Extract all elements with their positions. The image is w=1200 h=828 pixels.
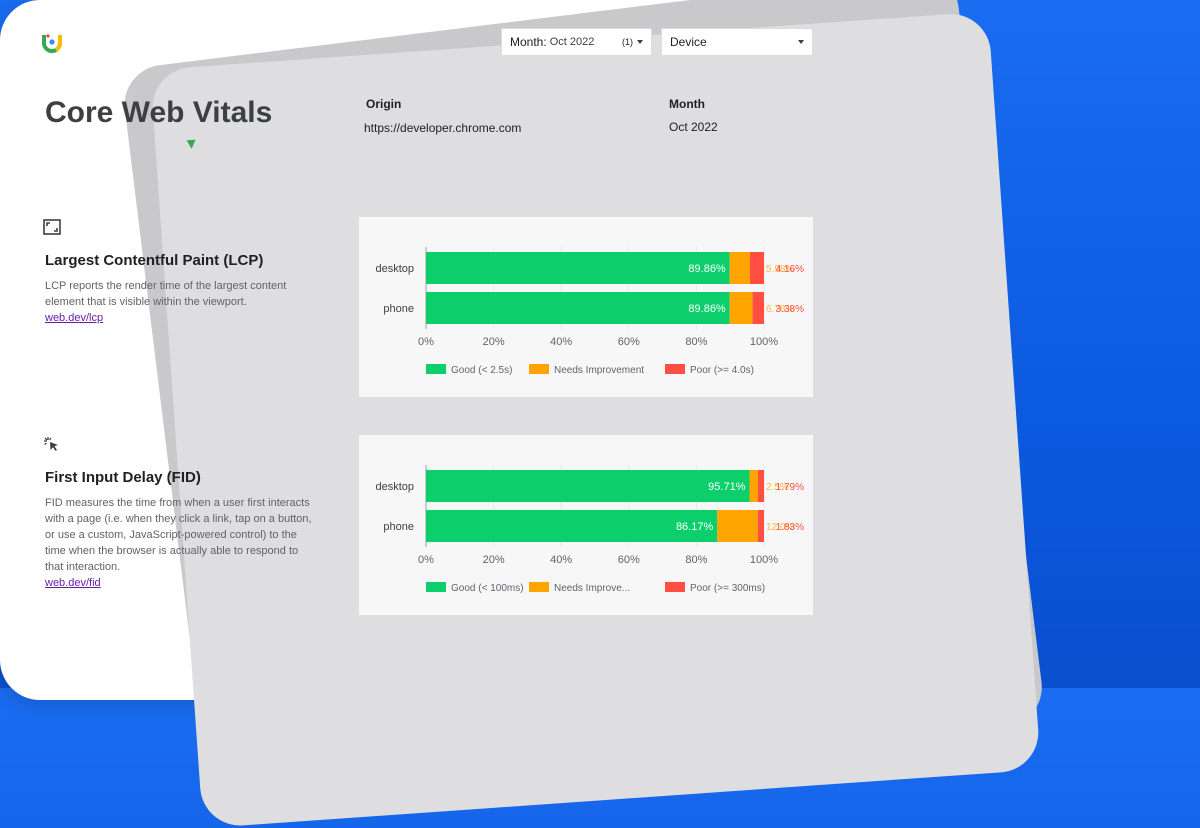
x-tick-label: 20%	[483, 336, 505, 348]
category-label: desktop	[375, 263, 414, 275]
x-tick-label: 40%	[550, 336, 572, 348]
x-tick-label: 80%	[685, 336, 707, 348]
data-label: 89.86%	[688, 263, 726, 275]
data-label: 95.71%	[708, 481, 746, 493]
chevron-down-icon	[637, 40, 643, 44]
month-filter-dropdown[interactable]: Month: Oct 2022 (1)	[501, 28, 652, 56]
legend-label: Needs Improve...	[554, 583, 630, 594]
bar-segment[interactable]	[752, 292, 764, 324]
x-tick-label: 20%	[483, 554, 505, 566]
fid-chart: 0% 20% 40% 60% 80% 100% desktop 95.71% 2.5% 1.79%…	[359, 435, 813, 615]
bar-segment[interactable]	[426, 292, 730, 324]
lcp-title: Largest Contentful Paint (LCP)	[45, 252, 264, 269]
ghost-logo-icon: ▾	[186, 135, 196, 153]
data-label: 3.38%	[776, 304, 804, 315]
bar-segment[interactable]	[749, 252, 764, 284]
data-label: 4.16%	[776, 264, 804, 275]
data-label: 1.83%	[776, 522, 804, 533]
data-label: 5.98%	[766, 264, 794, 275]
category-label: phone	[383, 303, 414, 315]
legend-label: Poor (>= 300ms)	[690, 583, 765, 594]
data-label: 12.0%	[766, 522, 794, 533]
data-label: 86.17%	[676, 521, 714, 533]
x-tick-label: 0%	[418, 554, 434, 566]
x-tick-label: 60%	[618, 336, 640, 348]
chevron-down-icon	[798, 40, 804, 44]
bar-segment[interactable]	[426, 252, 730, 284]
legend-swatch	[426, 582, 446, 592]
legend-swatch	[426, 364, 446, 374]
lcp-description: LCP reports the render time of the large…	[45, 278, 313, 326]
bar-segment[interactable]	[757, 510, 764, 542]
bar-segment[interactable]	[717, 510, 758, 542]
fid-stacked-bar-chart: 0% 20% 40% 60% 80% 100% desktop 95.71% 2.5%1.79%…	[375, 465, 804, 594]
data-label: 89.86%	[688, 303, 726, 315]
legend-label: Good (< 2.5s)	[451, 365, 512, 376]
data-label: 1.79%	[776, 482, 804, 493]
month-heading: Month	[669, 97, 705, 111]
bar-segment[interactable]	[729, 292, 753, 324]
device-filter-label: Device	[670, 35, 707, 49]
lcp-stacked-bar-chart: 0% 20% 40% 60% 80% 100% desktop 89.86% 5.98%4.16…	[375, 247, 804, 376]
bar-segment[interactable]	[426, 470, 750, 502]
legend-swatch	[529, 364, 549, 374]
data-label: 6.76%	[766, 304, 794, 315]
legend-label: Poor (>= 4.0s)	[690, 365, 754, 376]
origin-heading: Origin	[366, 97, 402, 111]
data-label: 2.5%	[766, 482, 789, 493]
fid-description-text: FID measures the time from when a user f…	[45, 497, 312, 573]
month-filter-count: (1)	[622, 37, 633, 47]
month-filter-value: Oct 2022	[549, 36, 595, 48]
x-tick-label: 0%	[418, 336, 434, 348]
origin-value: https://developer.chrome.com	[364, 121, 522, 135]
legend-swatch	[529, 582, 549, 592]
legend-swatch	[665, 364, 685, 374]
cursor-click-icon	[44, 437, 58, 451]
lcp-description-text: LCP reports the render time of the large…	[45, 280, 287, 308]
x-tick-label: 40%	[550, 554, 572, 566]
x-tick-label: 60%	[618, 554, 640, 566]
x-tick-label: 100%	[750, 554, 778, 566]
fid-learn-more-link[interactable]: web.dev/fid	[45, 577, 101, 589]
background-sheet-middle: ▾	[150, 11, 1041, 828]
x-tick-label: 80%	[685, 554, 707, 566]
month-value: Oct 2022	[669, 120, 718, 134]
category-label: desktop	[375, 481, 414, 493]
looker-studio-logo-icon	[42, 34, 62, 53]
month-filter-label: Month:	[510, 35, 547, 49]
fid-description: FID measures the time from when a user f…	[45, 495, 313, 591]
lcp-chart: 0% 20% 40% 60% 80% 100% desktop 89.86% 5.98% 4.16…	[359, 217, 813, 397]
fid-title: First Input Delay (FID)	[45, 469, 201, 486]
page-title: Core Web Vitals	[45, 96, 273, 129]
bar-segment[interactable]	[426, 510, 718, 542]
x-tick-label: 100%	[750, 336, 778, 348]
bar-segment[interactable]	[749, 470, 758, 502]
legend-label: Good (< 100ms)	[451, 583, 524, 594]
bar-segment[interactable]	[757, 470, 764, 502]
crop-frame-icon	[43, 219, 61, 235]
legend-swatch	[665, 582, 685, 592]
bar-segment[interactable]	[729, 252, 750, 284]
device-filter-dropdown[interactable]: Device	[661, 28, 813, 56]
category-label: phone	[383, 521, 414, 533]
legend-label: Needs Improvement	[554, 365, 644, 376]
lcp-learn-more-link[interactable]: web.dev/lcp	[45, 312, 104, 324]
